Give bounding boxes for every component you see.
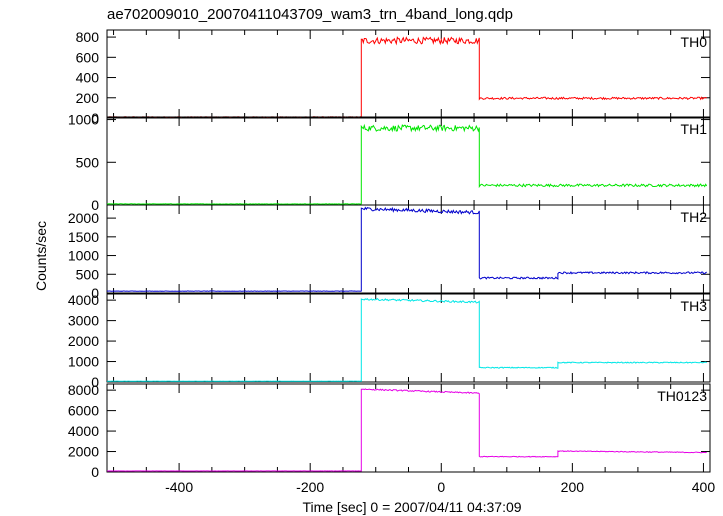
y-tick-label: 600 [76, 49, 100, 65]
y-tick-label: 200 [76, 90, 100, 106]
y-axis-label: Counts/sec [33, 221, 49, 291]
panel-frame [106, 204, 711, 294]
panel-th0123: 0 2000 4000 6000 8000 TH0123 [68, 382, 711, 480]
y-tick-label: 8000 [68, 382, 99, 398]
y-tick-label: 1500 [68, 229, 99, 245]
x-tick-label: -400 [165, 479, 193, 495]
panel-frame [106, 383, 711, 473]
y-tick-label: 4000 [68, 423, 99, 439]
series-line-th0123 [107, 388, 707, 472]
y-tick-label: 0 [91, 464, 99, 480]
y-tick-label: 500 [76, 266, 100, 282]
chart-title: ae702009010_20070411043709_wam3_trn_4ban… [107, 6, 513, 23]
series-line-th3 [107, 297, 707, 382]
panel-label: TH0 [681, 34, 708, 50]
series-line-th2 [106, 206, 707, 292]
panels-layer: 0 200 400 600 800 TH0 0 500 1000 TH1 0 500 1000 1500 2… [68, 29, 715, 495]
y-tick-label: 800 [76, 29, 100, 45]
y-tick-label: 0 [91, 374, 99, 390]
panel-th0: 0 200 400 600 800 TH0 [76, 29, 711, 126]
y-tick-label: 2000 [68, 210, 99, 226]
panel-label: TH3 [681, 298, 708, 314]
y-tick-label: 4000 [68, 292, 99, 308]
panel-label: TH2 [681, 209, 708, 225]
y-tick-label: 1000 [68, 248, 99, 264]
y-tick-label: 1000 [68, 112, 99, 128]
panel-th3: 0 1000 2000 3000 4000 TH3 [68, 292, 711, 390]
panel-th2: 0 500 1000 1500 2000 TH2 [68, 204, 711, 301]
series-line-th1 [107, 123, 708, 205]
y-tick-label: 2000 [68, 333, 99, 349]
panel-label: TH1 [681, 121, 708, 137]
y-tick-label: 0 [91, 197, 99, 213]
panel-frame [106, 29, 711, 119]
series-line-th0 [106, 36, 707, 118]
y-tick-label: 400 [76, 70, 100, 86]
panel-frame [106, 116, 711, 206]
y-tick-label: 2000 [68, 444, 99, 460]
panel-frame [106, 293, 711, 383]
x-tick-label: 0 [437, 479, 445, 495]
y-tick-label: 6000 [68, 403, 99, 419]
y-tick-label: 0 [91, 110, 99, 126]
y-tick-label: 3000 [68, 313, 99, 329]
y-tick-label: 500 [76, 154, 100, 170]
y-tick-label: 1000 [68, 354, 99, 370]
y-tick-label: 0 [91, 285, 99, 301]
panel-label: TH0123 [657, 388, 707, 404]
x-tick-label: 400 [692, 479, 716, 495]
panel-th1: 0 500 1000 TH1 [68, 112, 711, 213]
x-tick-label: -200 [296, 479, 324, 495]
x-axis-label: Time [sec] 0 = 2007/04/11 04:37:09 [302, 499, 521, 515]
x-tick-label: 200 [561, 479, 585, 495]
